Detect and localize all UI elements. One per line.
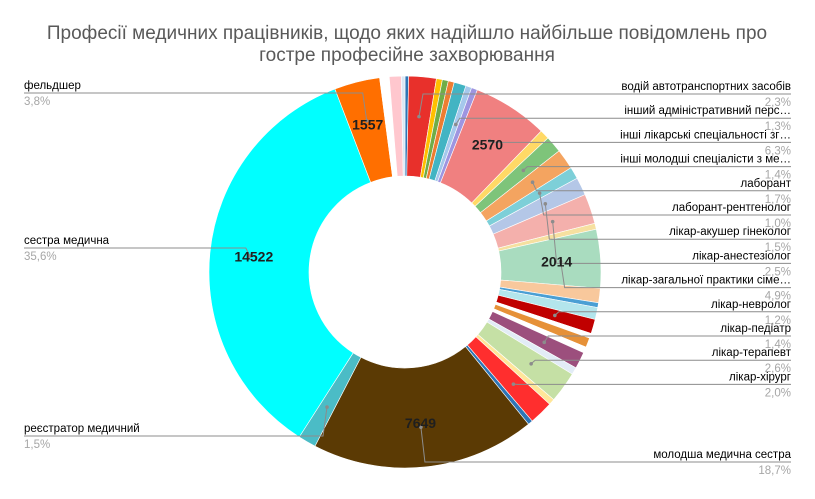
chart-title-line-1: Професії медичних працівників, щодо яких… [47, 23, 767, 44]
label-pct-4: 1,7% [765, 194, 791, 206]
value-label-16: 2014 [541, 254, 572, 270]
label-name-4: лаборант [741, 178, 792, 190]
leader-dot-3 [521, 168, 526, 173]
label-name-6: лікар-акушер гінеколог [669, 226, 791, 238]
leader-dot-11 [529, 361, 533, 366]
label-pct-0: 2,3% [765, 97, 791, 109]
value-label-8: 2570 [472, 136, 503, 152]
label-name-1: інший адміністративний перс… [624, 105, 791, 117]
label-name-0: водій автотранспортних засобів [621, 81, 791, 93]
category-labels: водій автотранспортних засобів 2,3%інший … [24, 80, 792, 477]
value-label-30: 7649 [405, 415, 436, 431]
label-name-16: фельдшер [24, 80, 81, 92]
leader-dot-12 [511, 382, 516, 386]
leader-lines [24, 92, 791, 463]
label-pct-9: 1,2% [765, 315, 791, 327]
slice-30 [314, 346, 529, 469]
leader-dot-14 [325, 405, 329, 409]
label-name-11: лікар-терапевт [712, 347, 792, 359]
leader-dot-16 [364, 118, 369, 123]
label-name-10: лікар-педіатр [720, 323, 791, 335]
leader-dot-2 [487, 139, 492, 143]
label-name-2: інші лікарські спеціальності зг… [620, 129, 791, 141]
leader-dot-15 [248, 254, 252, 258]
leader-dot-13 [419, 425, 423, 429]
label-name-5: лаборант-рентгенолог [672, 202, 791, 214]
leader-dot-7 [550, 219, 555, 224]
leader-line-0 [418, 93, 791, 117]
leader-dot-5 [537, 191, 542, 195]
label-pct-6: 1,5% [765, 242, 791, 254]
label-name-14: реєстратор медичний [24, 423, 140, 435]
label-name-7: лікар-анестезіолог [692, 250, 791, 262]
slice-36 [401, 75, 406, 177]
value-labels: 2570 2014 7649 14522 1557 [234, 117, 572, 432]
leader-line-3 [523, 166, 791, 171]
label-pct-10: 1,4% [765, 339, 791, 351]
leader-dot-6 [543, 202, 548, 206]
label-name-9: лікар-невролог [711, 299, 791, 311]
leader-line-5 [539, 193, 791, 216]
label-pct-12: 2,0% [765, 387, 791, 399]
label-pct-5: 1,0% [765, 218, 791, 230]
leader-dot-0 [417, 114, 421, 119]
label-name-8: лікар-загальної практики сіме… [621, 275, 791, 287]
label-pct-15: 35,6% [24, 251, 57, 263]
chart-title-line-2: гостре професійне захворювання [259, 45, 555, 66]
leader-dot-10 [542, 340, 547, 345]
leader-line-8 [560, 261, 791, 289]
label-name-3: інші молодші спеціалісти з ме… [620, 154, 791, 166]
label-pct-16: 3,8% [24, 96, 50, 108]
label-pct-7: 2,5% [765, 266, 791, 278]
leader-line-6 [544, 203, 791, 240]
label-pct-8: 4,9% [765, 291, 791, 303]
leader-dot-9 [553, 313, 557, 318]
label-pct-14: 1,5% [24, 439, 50, 451]
leader-line-10 [543, 335, 791, 343]
leader-line-14 [24, 407, 328, 437]
label-name-15: сестра медична [24, 235, 110, 247]
leader-dot-4 [530, 180, 535, 184]
leader-dot-1 [453, 122, 458, 127]
donut-slices [208, 75, 602, 469]
label-name-13: молодша медична сестра [653, 449, 791, 461]
value-label-33: 1557 [352, 117, 383, 133]
value-label-32: 14522 [234, 248, 273, 264]
leader-line-15 [24, 247, 251, 257]
label-pct-11: 2,6% [765, 363, 791, 375]
label-pct-3: 1,4% [765, 170, 791, 182]
leader-dot-8 [558, 259, 563, 264]
label-pct-1: 1,3% [765, 121, 791, 133]
label-name-12: лікар-хірург [729, 371, 791, 383]
leader-line-7 [552, 221, 791, 264]
leader-line-4 [532, 181, 791, 192]
leader-line-1 [455, 117, 791, 125]
label-pct-13: 18,7% [758, 465, 791, 477]
label-pct-2: 6,3% [765, 145, 791, 157]
leader-line-16 [24, 92, 368, 121]
slice-32 [208, 88, 372, 438]
leader-line-13 [420, 427, 791, 463]
